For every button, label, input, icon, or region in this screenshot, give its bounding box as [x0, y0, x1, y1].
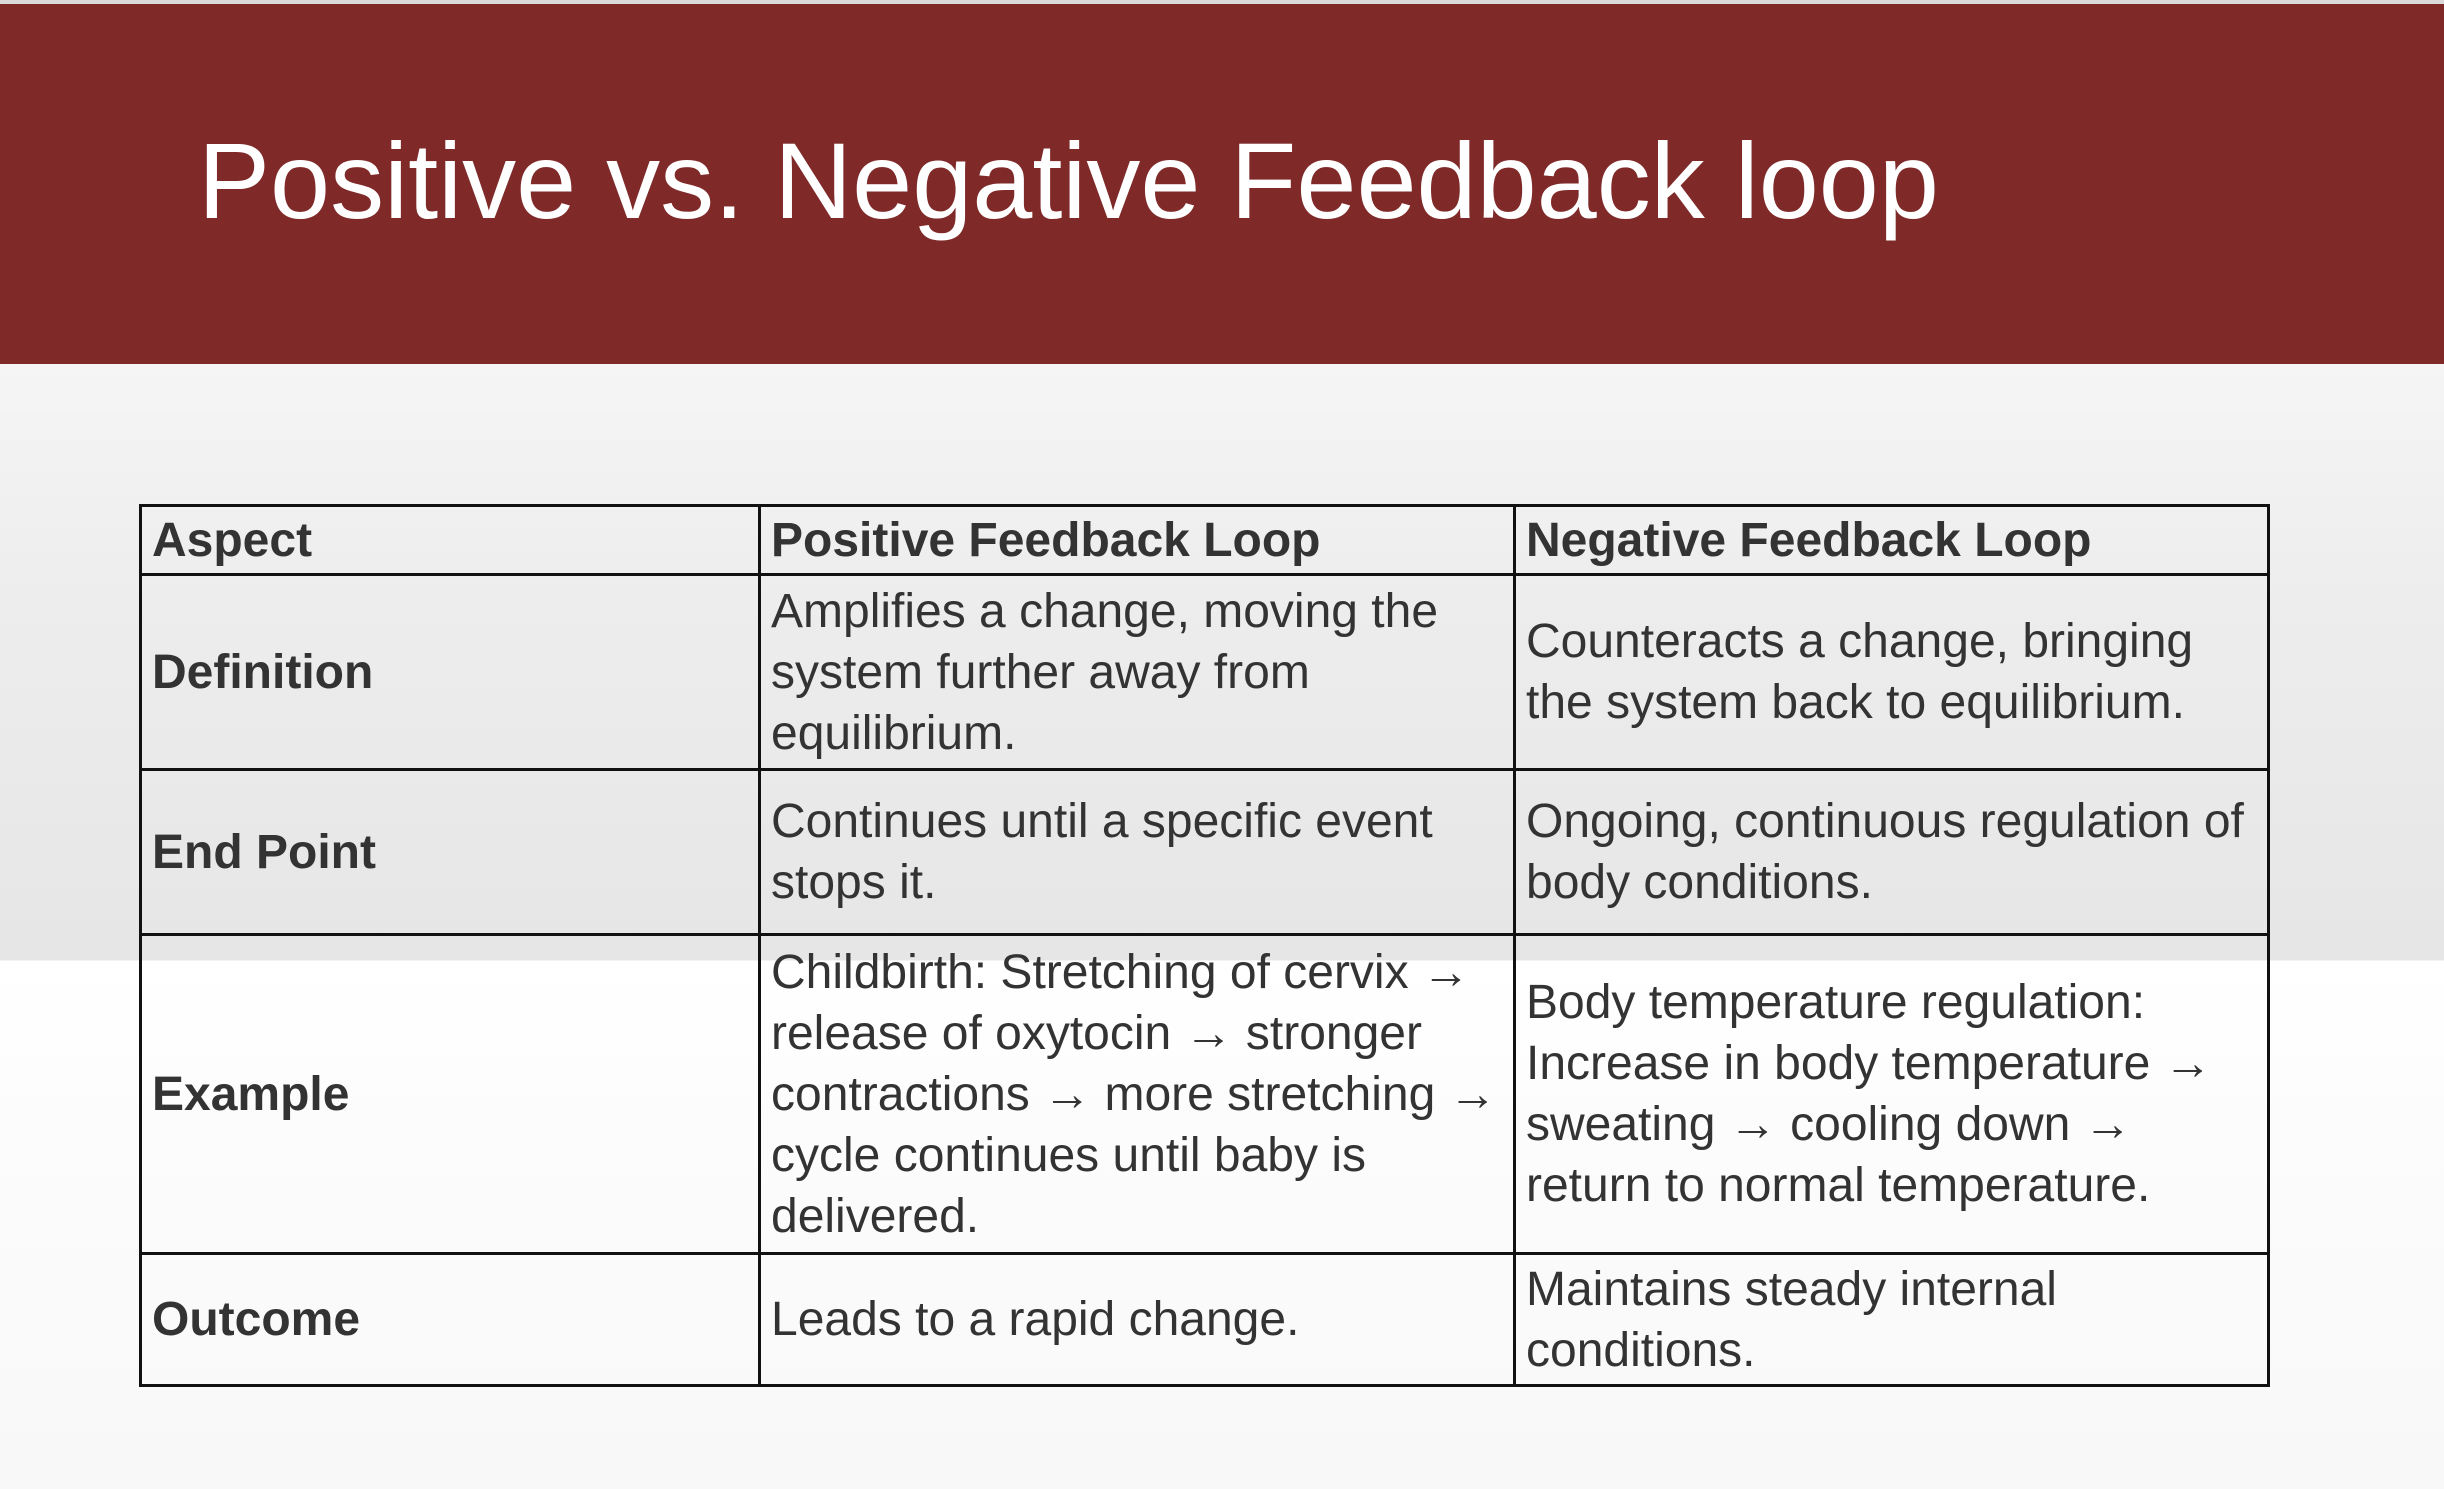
header-positive-loop: Positive Feedback Loop [758, 504, 1516, 576]
header-aspect: Aspect [139, 504, 761, 576]
slide-title: Positive vs. Negative Feedback loop [198, 120, 1939, 241]
header-negative-loop: Negative Feedback Loop [1513, 504, 2270, 576]
negative-cell: Ongoing, continuous regulation of body c… [1513, 768, 2270, 936]
negative-cell: Body temperature regulation: Increase in… [1513, 933, 2270, 1255]
table-row-end-point: End Point Continues until a specific eve… [139, 768, 2270, 936]
table-row-outcome: Outcome Leads to a rapid change. Maintai… [139, 1252, 2270, 1387]
aspect-cell: Outcome [139, 1252, 761, 1387]
table-row-definition: Definition Amplifies a change, moving th… [139, 573, 2270, 771]
negative-cell: Counteracts a change, bringing the syste… [1513, 573, 2270, 771]
positive-cell: Amplifies a change, moving the system fu… [758, 573, 1516, 771]
table-row-example: Example Childbirth: Stretching of cervix… [139, 933, 2270, 1255]
comparison-table: Aspect Positive Feedback Loop Negative F… [139, 504, 2270, 1387]
positive-cell: Continues until a specific event stops i… [758, 768, 1516, 936]
table-header-row: Aspect Positive Feedback Loop Negative F… [139, 504, 2270, 576]
top-divider [0, 0, 2444, 4]
positive-cell: Childbirth: Stretching of cervix → relea… [758, 933, 1516, 1255]
negative-cell: Maintains steady internal conditions. [1513, 1252, 2270, 1387]
title-banner: Positive vs. Negative Feedback loop [0, 4, 2444, 364]
aspect-cell: End Point [139, 768, 761, 936]
positive-cell: Leads to a rapid change. [758, 1252, 1516, 1387]
aspect-cell: Example [139, 933, 761, 1255]
aspect-cell: Definition [139, 573, 761, 771]
